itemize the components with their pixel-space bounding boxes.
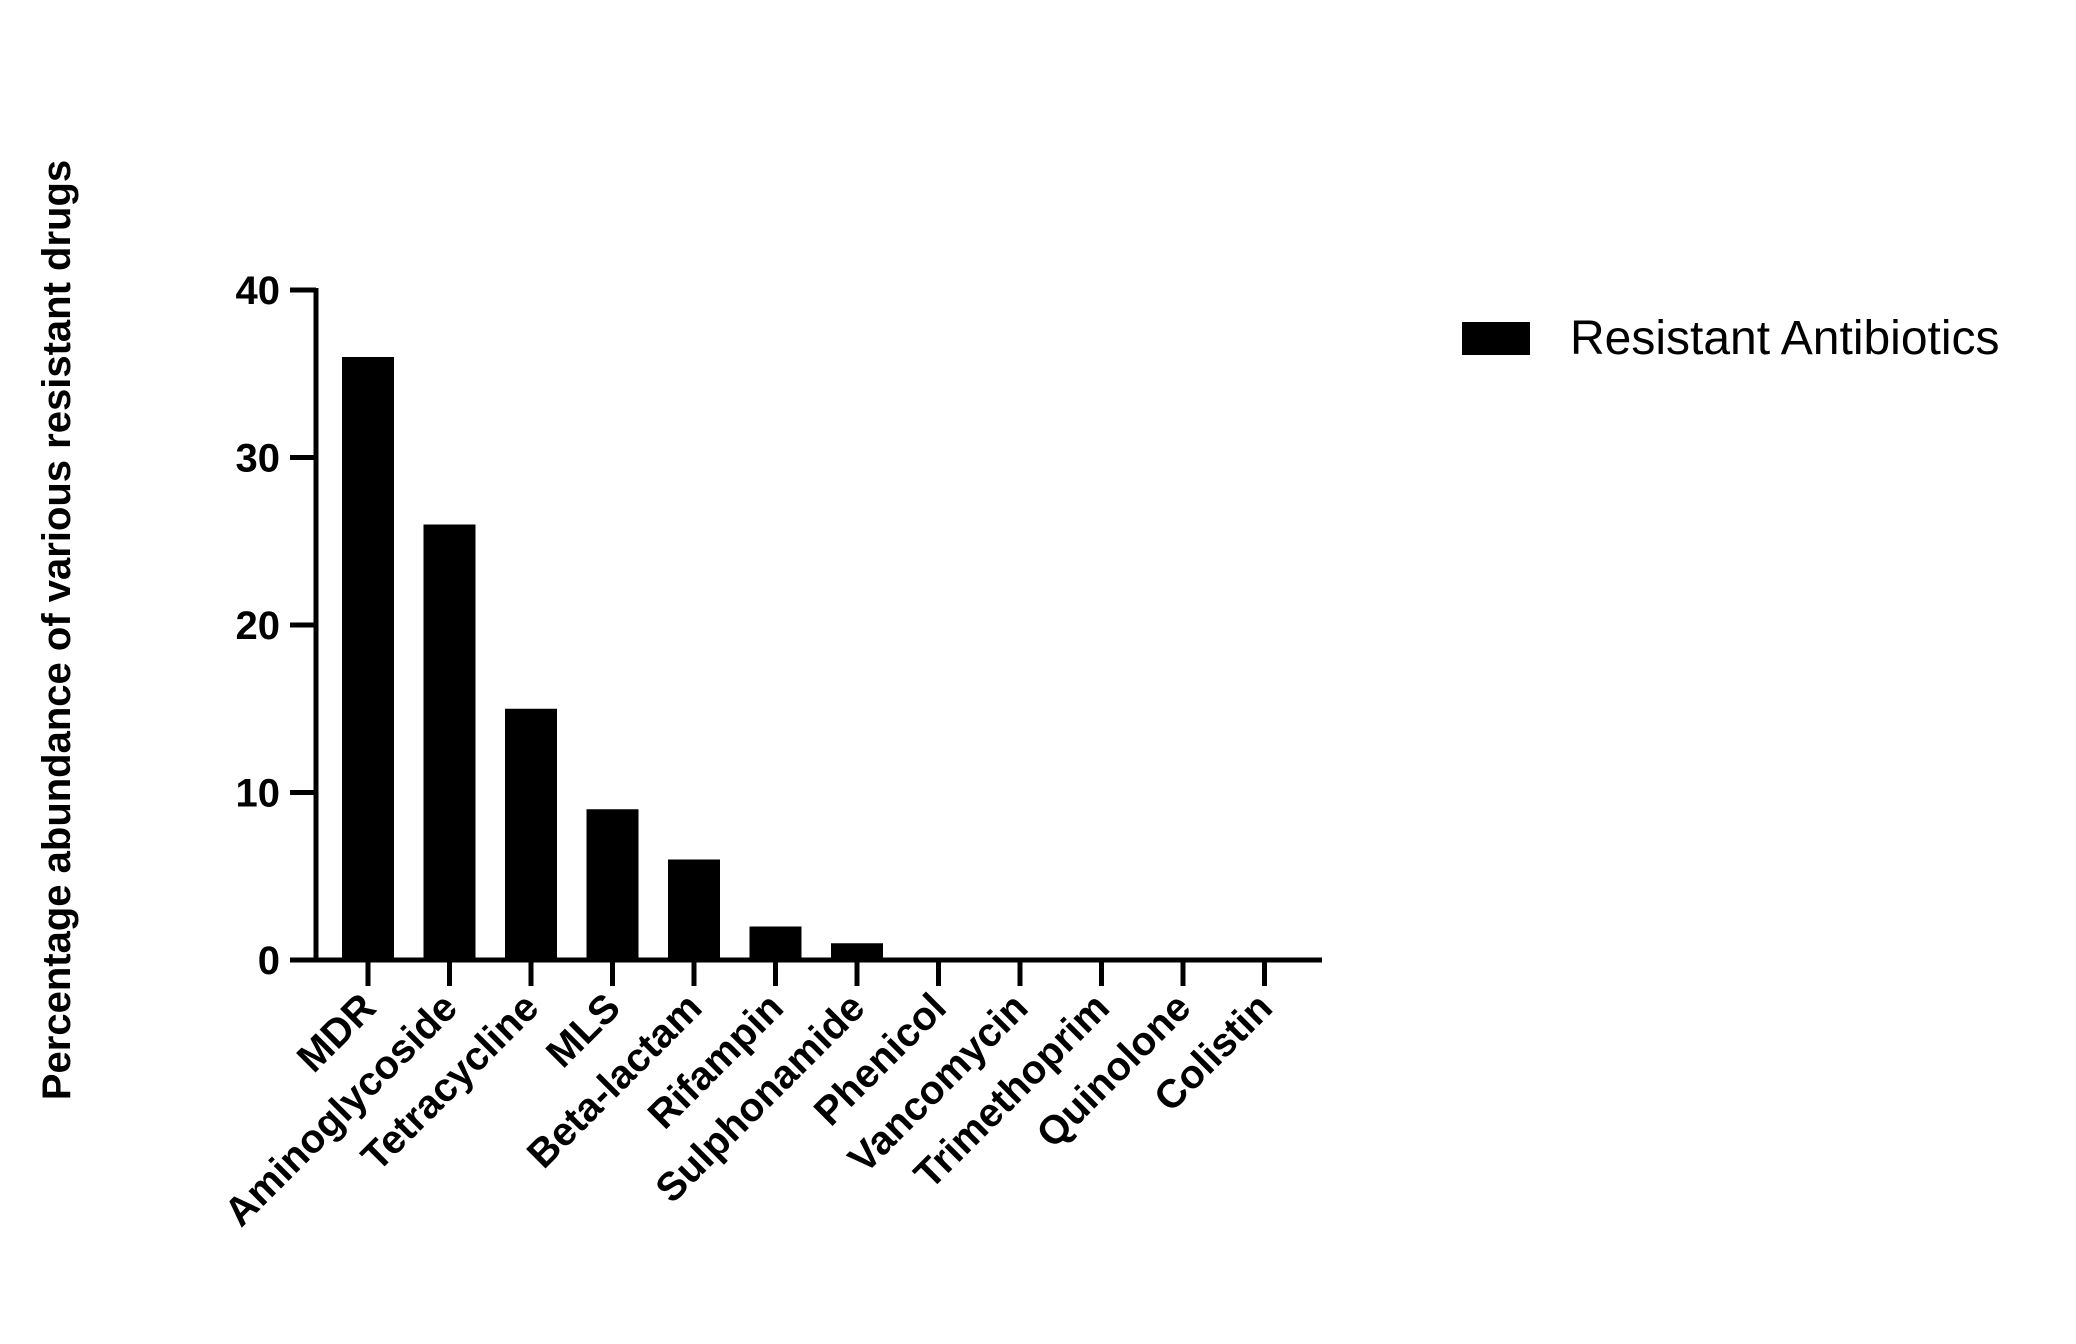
legend-swatch <box>1462 322 1530 355</box>
y-axis: 0 10 20 30 40 <box>236 269 319 983</box>
x-axis: MDRAminoglycosideTetracyclineMLSBeta-lac… <box>216 957 1322 1235</box>
bar <box>668 859 720 960</box>
y-tick-label: 20 <box>236 604 281 648</box>
bar <box>423 524 476 960</box>
bar <box>749 926 802 960</box>
y-axis-title: Percentage abundance of various resistan… <box>35 160 79 1100</box>
legend-label: Resistant Antibiotics <box>1570 312 2000 365</box>
bars <box>342 357 883 960</box>
bar <box>342 357 394 960</box>
bar <box>586 809 639 960</box>
legend: Resistant Antibiotics <box>1462 312 2000 365</box>
bar <box>505 708 557 960</box>
bar <box>831 943 883 960</box>
y-tick-label: 10 <box>236 772 281 816</box>
y-tick-label: 0 <box>258 939 280 983</box>
y-tick-label: 40 <box>236 269 281 313</box>
y-tick-label: 30 <box>236 437 281 481</box>
y-axis-title-group: Percentage abundance of various resistan… <box>35 160 79 1100</box>
